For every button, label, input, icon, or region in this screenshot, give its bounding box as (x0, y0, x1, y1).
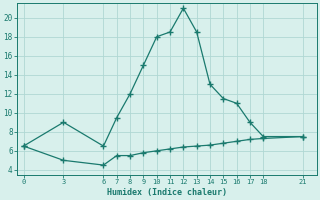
X-axis label: Humidex (Indice chaleur): Humidex (Indice chaleur) (107, 188, 227, 197)
